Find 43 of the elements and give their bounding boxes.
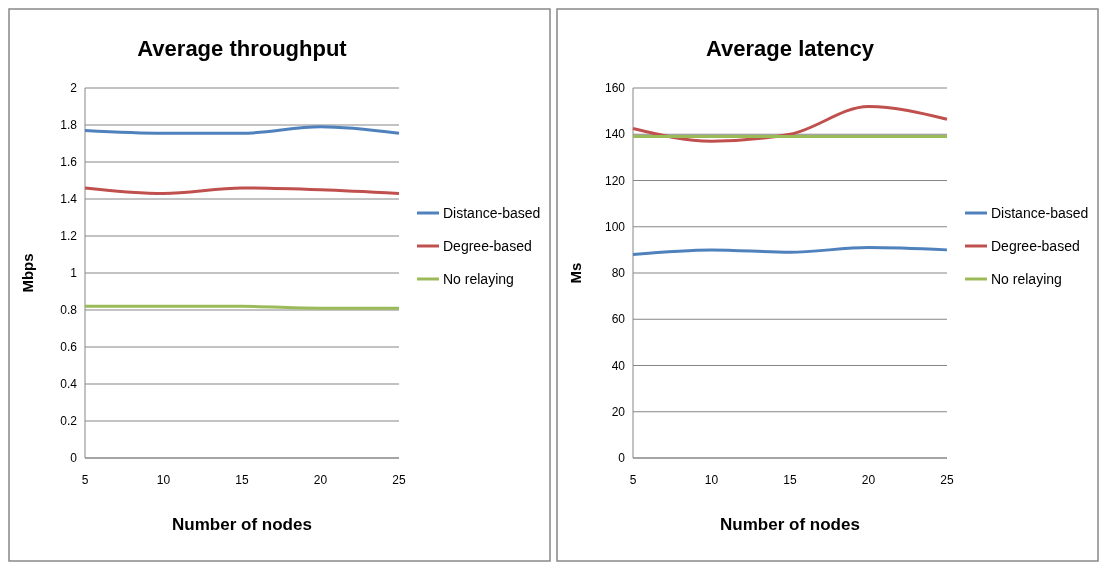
y-tick-label: 1.8 [60, 118, 78, 133]
y-tick-label: 1.4 [60, 192, 78, 207]
y-tick-label: 120 [604, 173, 626, 188]
x-tick-label: 25 [940, 473, 954, 487]
x-tick-label: 20 [313, 473, 328, 487]
y-axis-title: Ms [567, 262, 584, 284]
y-tick-label: 0 [70, 451, 78, 466]
legend-label: Distance-based [991, 204, 1089, 221]
y-tick-label: 160 [604, 81, 626, 96]
x-tick-label: 20 [861, 473, 876, 487]
x-tick-label: 15 [783, 473, 797, 487]
chart-title: Average latency [706, 36, 875, 61]
y-tick-label: 140 [604, 127, 626, 142]
y-tick-label: 20 [611, 404, 626, 419]
y-tick-label: 2 [70, 81, 78, 96]
y-tick-label: 0.6 [60, 340, 78, 355]
chart-title: Average throughput [137, 36, 348, 61]
x-tick-label: 10 [704, 473, 719, 487]
y-tick-label: 1.6 [60, 155, 78, 170]
legend-label: No relaying [991, 270, 1062, 287]
legend-label: Degree-based [443, 237, 532, 254]
y-tick-label: 80 [611, 266, 626, 281]
legend-label: Distance-based [443, 204, 541, 221]
legend-label: No relaying [443, 270, 514, 287]
x-tick-label: 10 [156, 473, 171, 487]
y-tick-label: 40 [611, 358, 626, 373]
y-axis-title: Mbps [19, 253, 36, 293]
y-tick-label: 100 [604, 219, 626, 234]
y-tick-label: 0.8 [60, 303, 78, 318]
y-tick-label: 1 [70, 266, 78, 281]
y-tick-label: 0.4 [60, 377, 78, 392]
x-axis-title: Number of nodes [720, 515, 860, 534]
x-tick-label: 5 [81, 473, 89, 487]
x-axis-title: Number of nodes [172, 515, 312, 534]
y-tick-label: 1.2 [60, 229, 78, 244]
x-tick-label: 5 [629, 473, 637, 487]
y-tick-label: 0 [618, 451, 626, 466]
x-tick-label: 15 [235, 473, 249, 487]
y-tick-label: 60 [611, 312, 626, 327]
y-tick-label: 0.2 [60, 414, 78, 429]
x-tick-label: 25 [392, 473, 406, 487]
legend-label: Degree-based [991, 237, 1080, 254]
line-series [631, 246, 949, 256]
